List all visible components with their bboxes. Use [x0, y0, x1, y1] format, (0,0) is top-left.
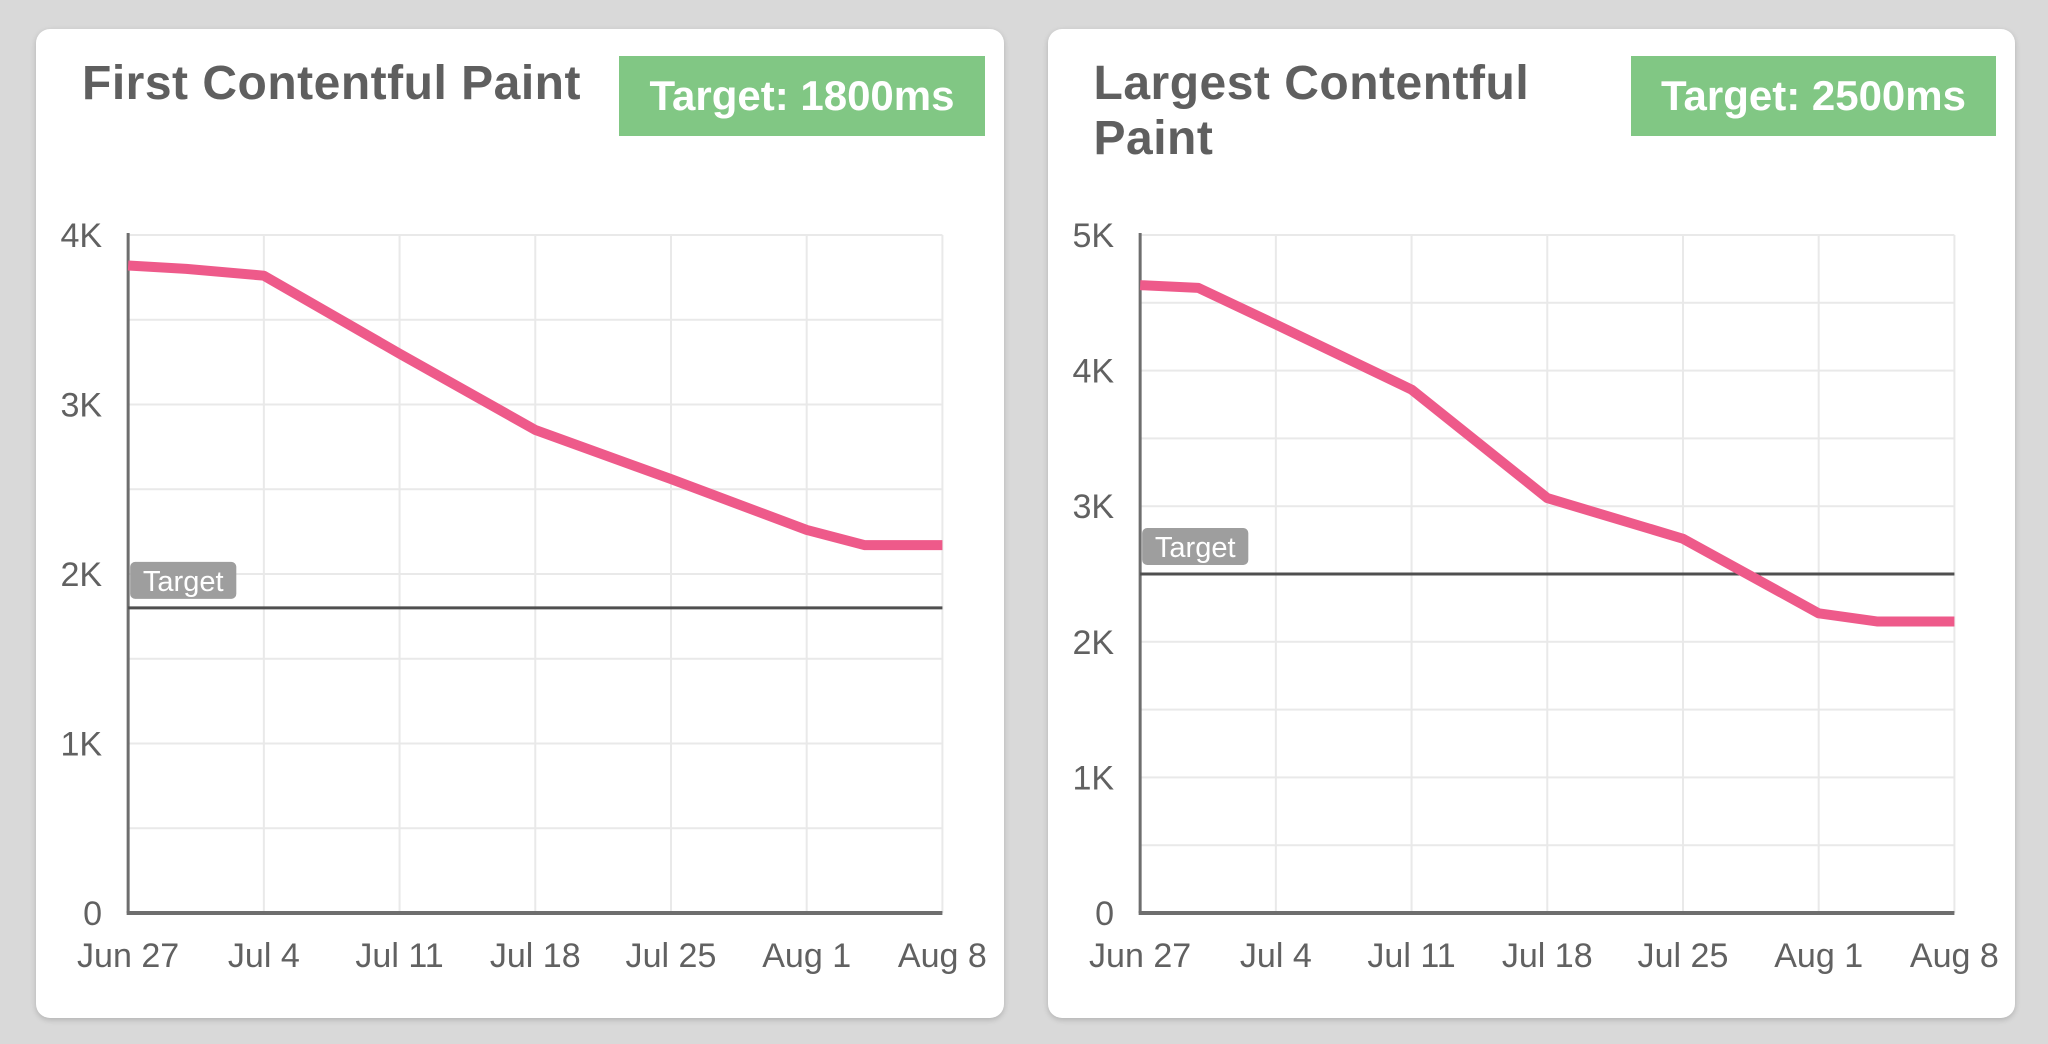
svg-text:3K: 3K	[1072, 488, 1114, 526]
fcp-card-header: First Contentful Paint Target: 1800ms	[82, 56, 985, 137]
svg-text:Jul 4: Jul 4	[228, 937, 300, 975]
svg-text:Jul 4: Jul 4	[1239, 937, 1311, 975]
svg-text:0: 0	[1095, 895, 1114, 933]
svg-text:Target: Target	[1154, 532, 1235, 564]
svg-text:2K: 2K	[60, 556, 102, 594]
lcp-chart-title: Largest Contentful Paint	[1093, 57, 1530, 166]
svg-text:0: 0	[83, 895, 102, 933]
svg-text:Jul 11: Jul 11	[355, 937, 443, 975]
svg-text:5K: 5K	[1072, 217, 1114, 255]
svg-text:2K: 2K	[1072, 624, 1114, 662]
svg-text:1K: 1K	[60, 726, 102, 764]
svg-text:Jul 18: Jul 18	[490, 937, 581, 975]
lcp-card: Largest Contentful Paint Target: 2500ms …	[1047, 29, 2015, 1018]
fcp-chart-title: First Contentful Paint	[82, 57, 581, 110]
svg-text:Jul 25: Jul 25	[626, 937, 717, 975]
svg-text:Aug 8: Aug 8	[898, 937, 987, 975]
svg-text:Jul 11: Jul 11	[1367, 937, 1455, 975]
fcp-target-badge: Target: 1800ms	[619, 56, 985, 137]
fcp-line-chart: 0 1K 2K 3K 4K Jun 27 Jul 4 Jul 11 Jul 18 Jul 25 Au…	[60, 217, 987, 975]
svg-text:1K: 1K	[1072, 759, 1114, 797]
svg-text:Jul 25: Jul 25	[1637, 937, 1728, 975]
svg-text:Aug 8: Aug 8	[1909, 937, 1998, 975]
svg-text:Jun 27: Jun 27	[77, 937, 179, 975]
svg-text:Jun 27: Jun 27	[1089, 937, 1191, 975]
svg-text:Target: Target	[143, 566, 224, 598]
svg-text:Aug 1: Aug 1	[1774, 937, 1863, 975]
lcp-line-chart: 0 1K 2K 3K 4K 5K Jun 27 Jul 4 Jul 11 Jul 18 Jul 25…	[1072, 217, 1998, 975]
svg-text:4K: 4K	[1072, 353, 1114, 391]
svg-text:4K: 4K	[60, 217, 102, 255]
lcp-target-badge: Target: 2500ms	[1630, 56, 1996, 137]
fcp-card: First Contentful Paint Target: 1800ms 0 1…	[36, 29, 1004, 1018]
svg-text:Jul 18: Jul 18	[1501, 937, 1592, 975]
svg-text:Aug 1: Aug 1	[762, 937, 851, 975]
lcp-card-header: Largest Contentful Paint Target: 2500ms	[1093, 56, 1996, 166]
svg-text:3K: 3K	[60, 387, 102, 425]
